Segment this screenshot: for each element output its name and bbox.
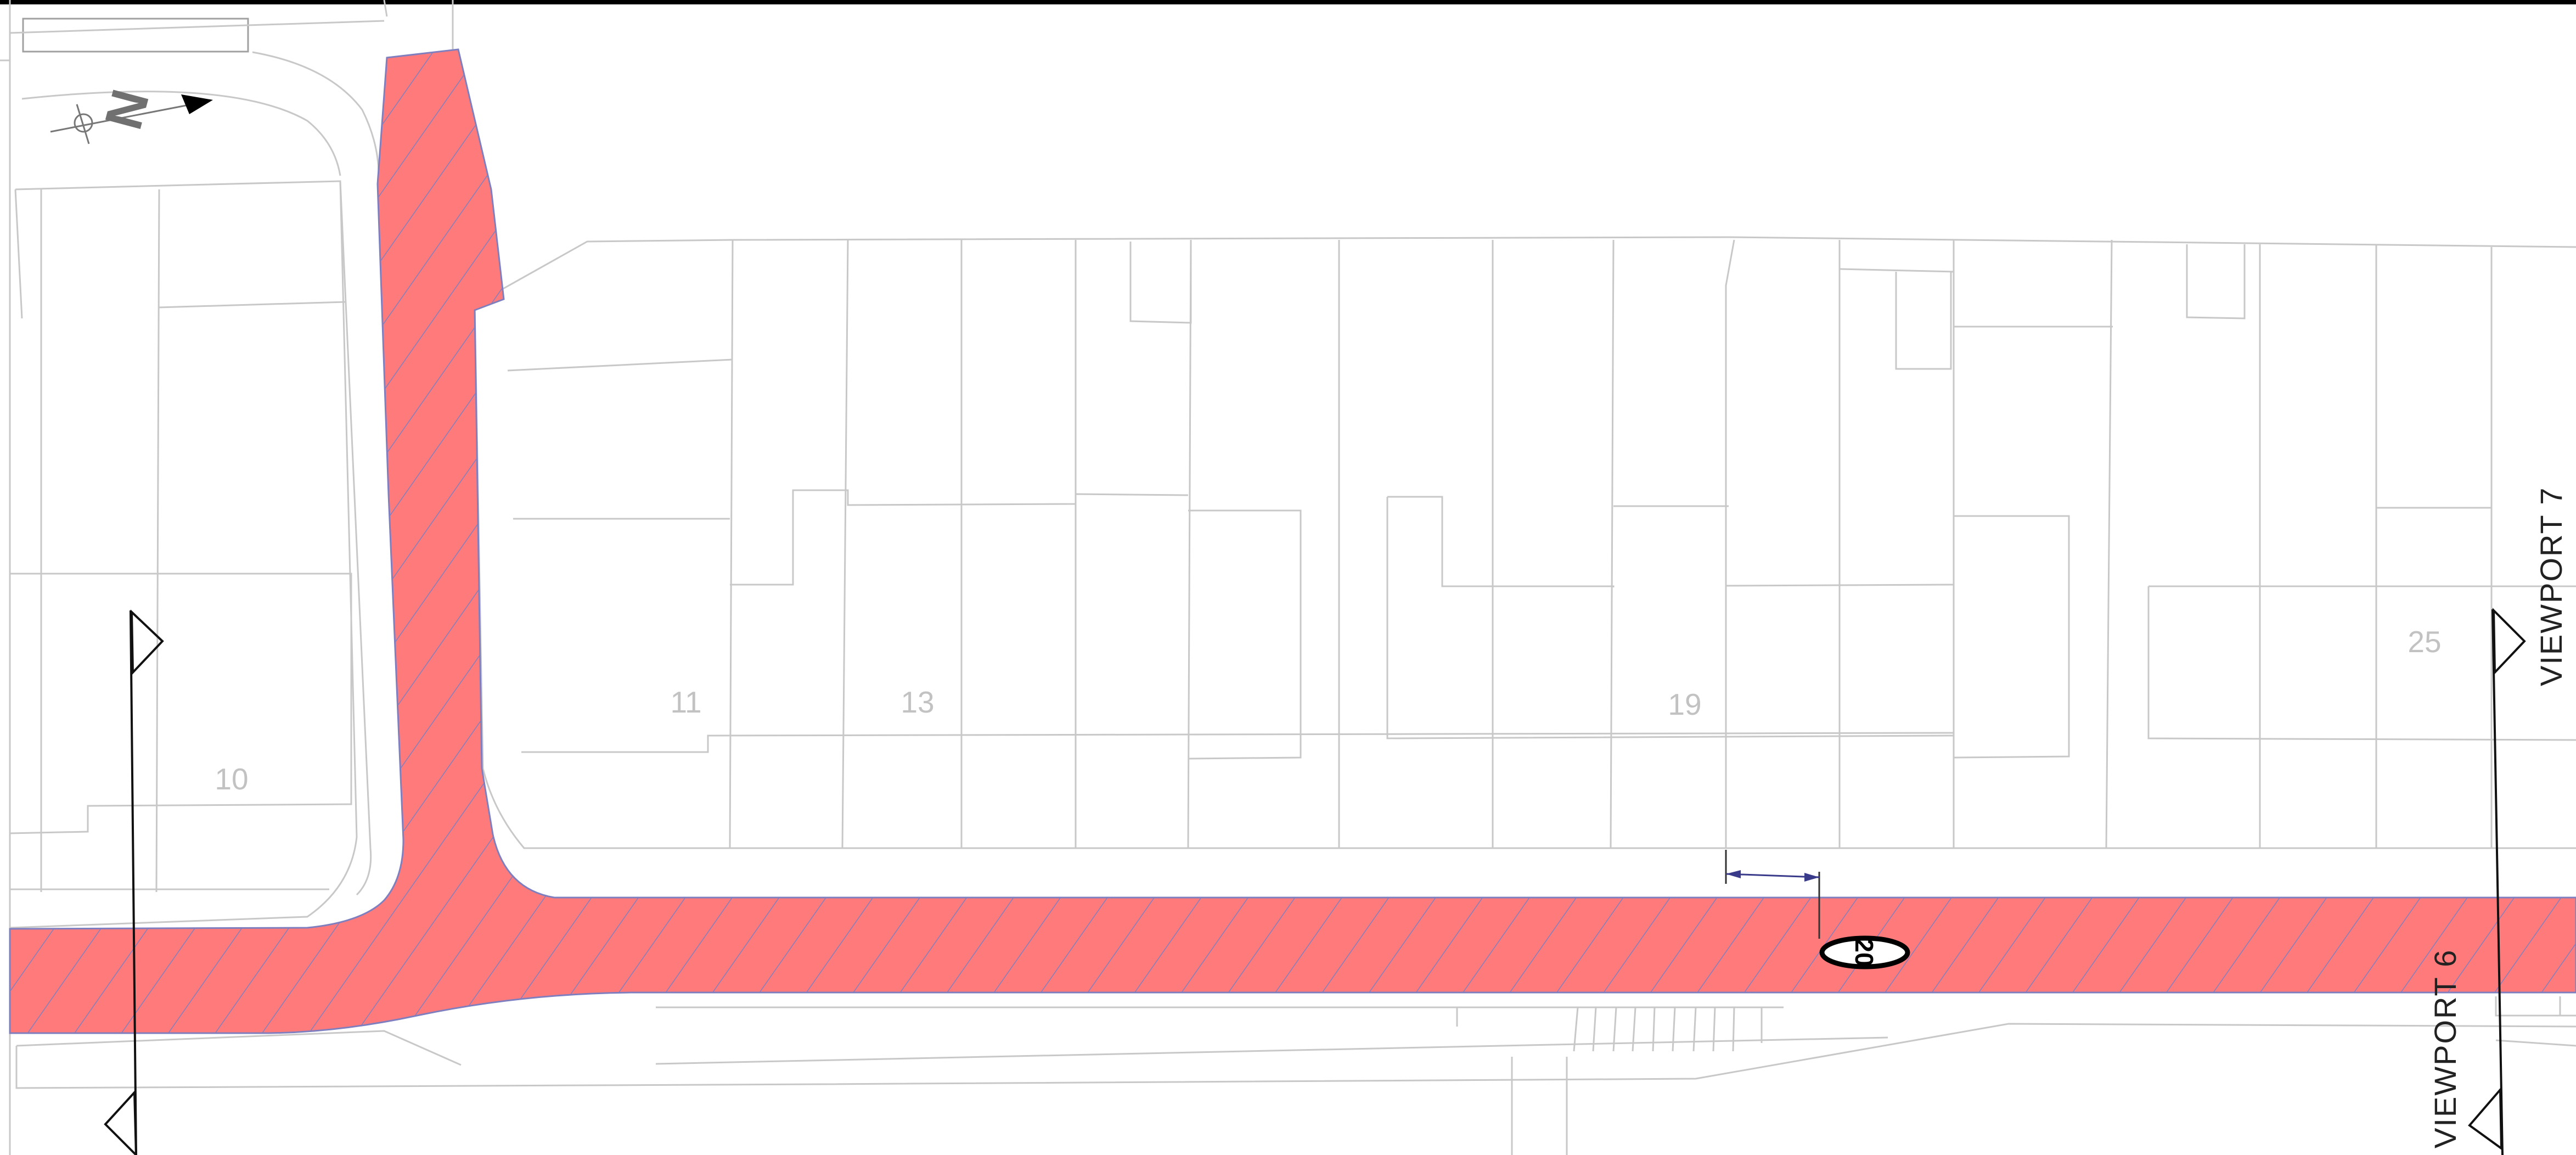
lower-road-linework xyxy=(15,996,2576,1155)
plot-number-10: 10 xyxy=(215,762,248,796)
viewport-7-label: VIEWPORT 7 xyxy=(2534,487,2568,686)
speed-limit-sign: 20 xyxy=(1819,935,1910,969)
speed-limit-value: 20 xyxy=(1850,938,1878,966)
title-box xyxy=(22,18,249,53)
highlighted-road-zone xyxy=(9,48,2576,1034)
plot-number-25: 25 xyxy=(2408,625,2441,659)
left-area-linework xyxy=(0,0,454,1155)
building-linework xyxy=(474,236,2576,849)
top-border xyxy=(0,0,2576,4)
section-line-left xyxy=(104,609,164,1155)
dimension-marker xyxy=(1725,850,1820,939)
plot-number-19: 19 xyxy=(1668,687,1701,721)
plot-number-11: 11 xyxy=(670,685,701,719)
plot-number-13: 13 xyxy=(901,685,934,719)
section-line-right xyxy=(2468,608,2526,1155)
viewport-6-label: VIEWPORT 6 xyxy=(2428,949,2462,1148)
north-arrow-icon xyxy=(50,94,213,144)
